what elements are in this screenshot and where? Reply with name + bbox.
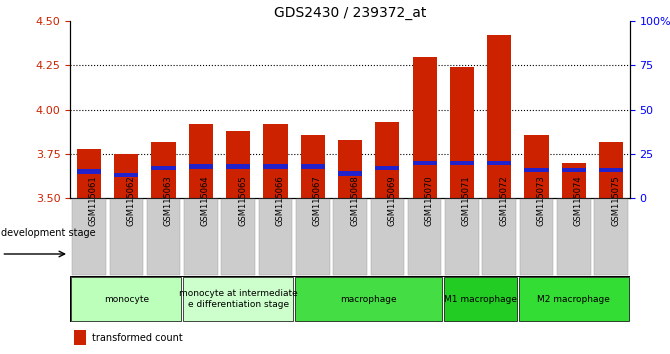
Bar (599, 168, 623, 172)
Bar (487, 161, 511, 165)
Text: GSM115068: GSM115068 (350, 175, 359, 226)
Bar (338, 140, 362, 198)
Bar (599, 142, 623, 198)
Title: GDS2430 / 239372_at: GDS2430 / 239372_at (274, 6, 426, 20)
Bar (525, 168, 549, 172)
Bar (151, 142, 176, 198)
Bar (295, 277, 442, 321)
Bar (114, 173, 139, 177)
Bar (371, 199, 404, 275)
Text: GSM115062: GSM115062 (126, 175, 135, 226)
Bar (520, 199, 553, 275)
Bar (487, 35, 511, 198)
Text: development stage: development stage (1, 228, 96, 238)
Text: GSM115070: GSM115070 (425, 175, 433, 226)
Bar (561, 168, 586, 172)
Text: GSM115063: GSM115063 (163, 175, 173, 226)
Bar (557, 199, 591, 275)
Bar (594, 199, 628, 275)
Bar (408, 199, 442, 275)
Bar (263, 164, 287, 169)
Bar (147, 199, 180, 275)
Text: GSM115075: GSM115075 (611, 175, 620, 226)
Bar (183, 277, 293, 321)
Text: GSM115066: GSM115066 (275, 175, 285, 226)
Bar (226, 164, 251, 169)
Bar (74, 331, 86, 346)
Bar (151, 166, 176, 170)
Bar (189, 124, 213, 198)
Bar (445, 199, 479, 275)
Bar (561, 163, 586, 198)
Bar (77, 149, 101, 198)
Bar (226, 131, 251, 198)
Bar (333, 199, 367, 275)
Bar (413, 161, 437, 165)
Text: transformed count: transformed count (92, 333, 183, 343)
Bar (114, 154, 139, 198)
Text: GSM115072: GSM115072 (499, 175, 509, 226)
Text: M2 macrophage: M2 macrophage (537, 295, 610, 304)
Bar (450, 161, 474, 165)
Bar (263, 124, 287, 198)
Text: GSM115071: GSM115071 (462, 175, 471, 226)
Bar (450, 67, 474, 198)
Bar (296, 199, 330, 275)
Bar (189, 164, 213, 169)
Bar (519, 277, 629, 321)
Text: GSM115069: GSM115069 (387, 175, 397, 226)
Text: monocyte: monocyte (104, 295, 149, 304)
Bar (482, 199, 516, 275)
Bar (525, 135, 549, 198)
Text: macrophage: macrophage (340, 295, 397, 304)
Text: monocyte at intermediate
e differentiation stage: monocyte at intermediate e differentiati… (179, 290, 297, 309)
Text: GSM115074: GSM115074 (574, 175, 583, 226)
Bar (259, 199, 292, 275)
Text: GSM115065: GSM115065 (238, 175, 247, 226)
Bar (413, 57, 437, 198)
Text: GSM115067: GSM115067 (313, 175, 322, 226)
Bar (375, 122, 399, 198)
Text: GSM115073: GSM115073 (537, 175, 545, 226)
Bar (109, 199, 143, 275)
Bar (184, 199, 218, 275)
Bar (71, 277, 182, 321)
Bar (444, 277, 517, 321)
Bar (375, 166, 399, 170)
Bar (301, 135, 325, 198)
Bar (301, 164, 325, 169)
Text: GSM115064: GSM115064 (201, 175, 210, 226)
Text: M1 macrophage: M1 macrophage (444, 295, 517, 304)
Bar (338, 171, 362, 176)
Bar (221, 199, 255, 275)
Text: GSM115061: GSM115061 (89, 175, 98, 226)
Bar (72, 199, 106, 275)
Bar (77, 170, 101, 174)
